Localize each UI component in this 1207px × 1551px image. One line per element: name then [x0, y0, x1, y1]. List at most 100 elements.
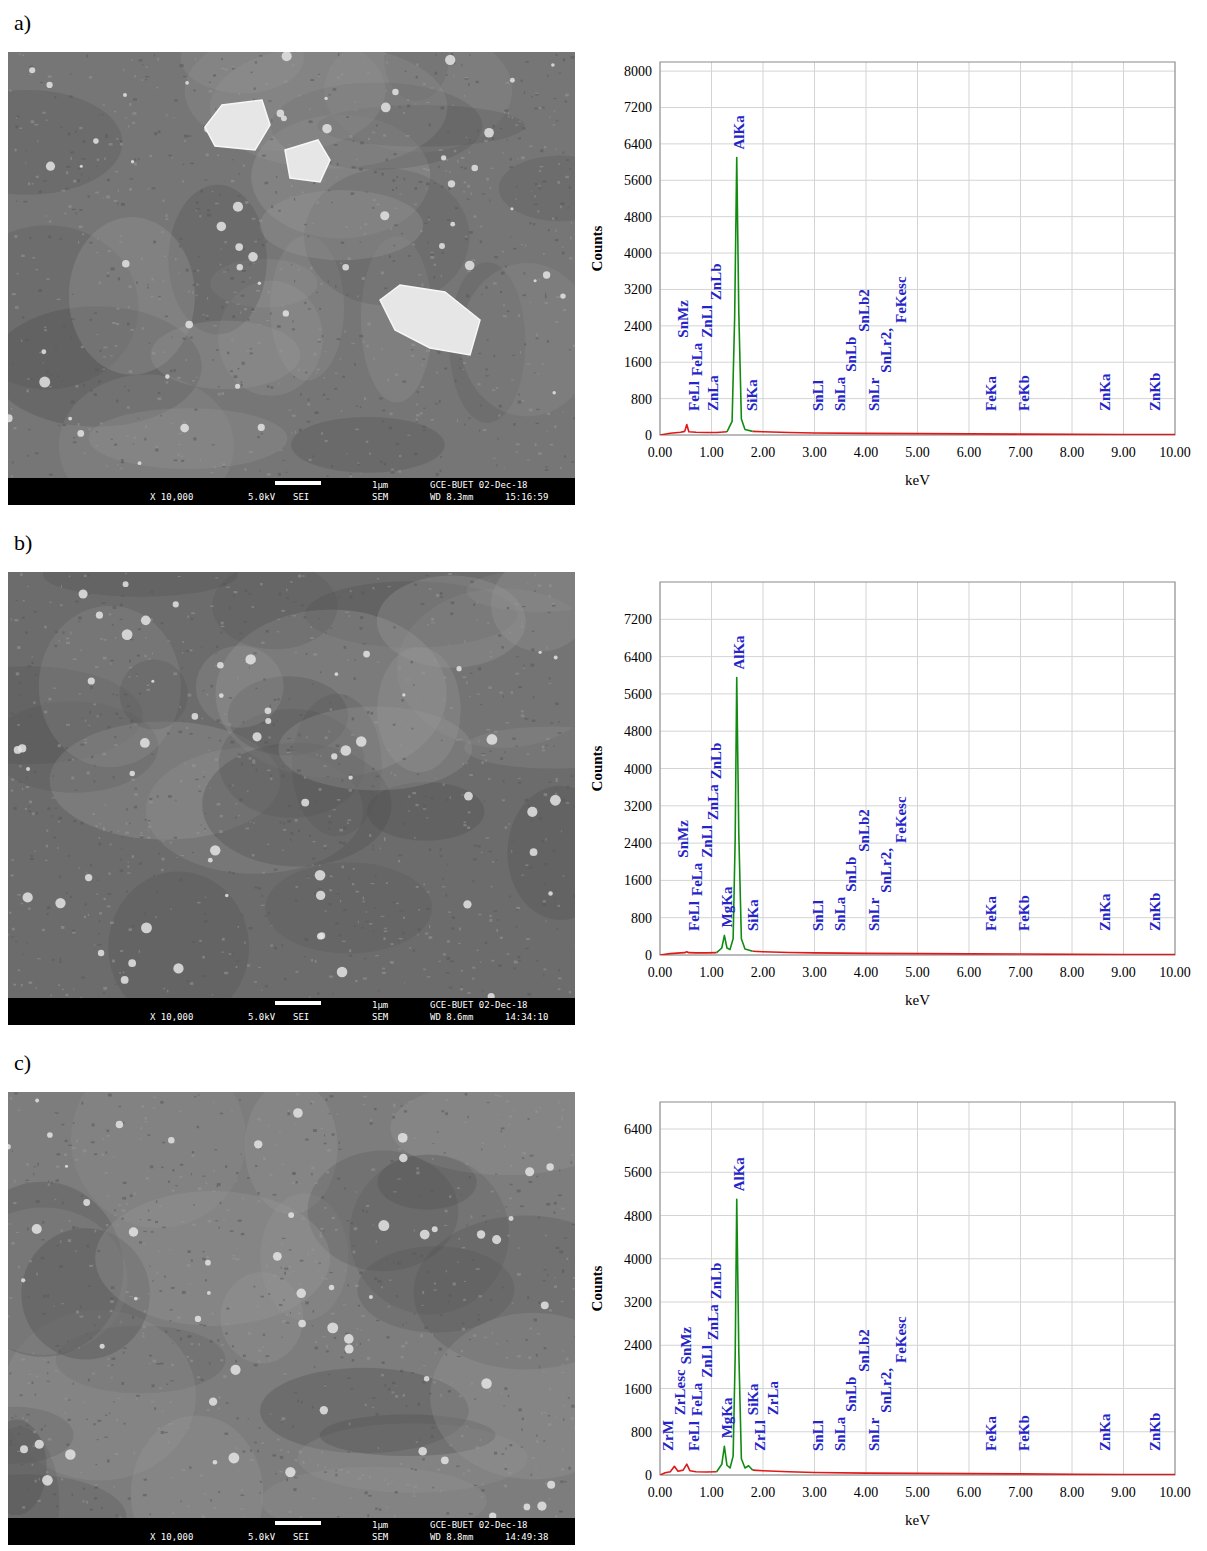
- sem-grain: [330, 708, 332, 710]
- sem-grain: [102, 114, 103, 115]
- sem-grain: [464, 95, 466, 97]
- sem-grain: [429, 925, 430, 928]
- sem-grain: [81, 822, 84, 825]
- sem-grain: [298, 95, 300, 97]
- sem-grain: [377, 662, 380, 663]
- sem-grain: [28, 908, 31, 910]
- sem-grain: [52, 959, 55, 961]
- sem-grain: [450, 960, 454, 962]
- sem-grain: [125, 832, 129, 835]
- sem-grain: [536, 409, 539, 410]
- sem-grain: [123, 972, 125, 973]
- sem-grain: [346, 116, 348, 118]
- sem-grain: [174, 369, 176, 372]
- sem-grain: [446, 972, 450, 973]
- sem-grain: [406, 135, 410, 137]
- sem-grain: [476, 620, 478, 621]
- sem-grain: [435, 403, 438, 404]
- sem-grain: [411, 355, 414, 357]
- sem-grain: [31, 378, 34, 379]
- sem-grain: [128, 390, 130, 392]
- sem-grain: [477, 950, 479, 951]
- sem-grain: [155, 916, 156, 918]
- sem-grain: [152, 652, 153, 654]
- sem-grain: [410, 751, 411, 752]
- sem-grain: [139, 862, 142, 864]
- sem-grain: [129, 285, 132, 288]
- sem-grain: [89, 76, 92, 78]
- sem-grain: [426, 817, 428, 818]
- sem-grain: [357, 295, 359, 297]
- sem-grain: [16, 201, 17, 202]
- sem-grain: [449, 171, 451, 173]
- sem-grain: [31, 662, 34, 664]
- sem-grain: [535, 183, 537, 185]
- sem-grain: [186, 269, 189, 272]
- sem-grain: [222, 463, 225, 466]
- sem-grain: [416, 700, 417, 701]
- sem-grain: [507, 953, 510, 954]
- sem-grain: [96, 893, 98, 894]
- sem-grain: [448, 573, 452, 575]
- sem-grain: [158, 392, 161, 394]
- sem-grain: [49, 220, 52, 222]
- sem-grain: [124, 386, 126, 387]
- sem-grain: [55, 808, 57, 809]
- sem-grain: [104, 805, 107, 806]
- sem-grain: [188, 478, 192, 479]
- sem-grain: [116, 138, 118, 140]
- sem-grain: [490, 187, 491, 189]
- sem-grain: [77, 179, 80, 182]
- sem-grain: [419, 181, 423, 183]
- sem-grain: [450, 707, 453, 709]
- sem-grain: [212, 444, 215, 445]
- sem-grain: [399, 193, 401, 194]
- sem-grain: [533, 696, 534, 698]
- sem-grain: [116, 695, 118, 697]
- sem-grain: [478, 914, 481, 915]
- sem-grain: [498, 634, 501, 637]
- sem-grain: [129, 823, 130, 824]
- sem-grain: [416, 403, 417, 405]
- sem-grain: [539, 817, 542, 820]
- sem-grain: [115, 712, 118, 714]
- sem-grain: [270, 777, 272, 780]
- sem-grain: [333, 809, 336, 810]
- sem-grain: [199, 785, 201, 788]
- sem-grain: [27, 669, 29, 670]
- sem-grain: [411, 728, 413, 730]
- sem-grain: [389, 426, 392, 429]
- sem-particle: [258, 282, 261, 285]
- sem-grain: [261, 895, 263, 897]
- sem-grain: [330, 875, 333, 877]
- sem-grain: [254, 87, 256, 89]
- sem-grain: [573, 417, 575, 419]
- sem-grain: [300, 774, 302, 776]
- sem-grain: [431, 618, 434, 621]
- sem-grain: [119, 972, 121, 973]
- sem-grain: [145, 79, 146, 81]
- sem-grain: [145, 819, 147, 820]
- sem-grain: [284, 978, 287, 980]
- sem-blotch: [499, 155, 575, 221]
- sem-grain: [320, 283, 322, 285]
- sem-grain: [261, 990, 262, 991]
- sem-grain: [48, 75, 52, 77]
- sem-grain: [155, 446, 158, 448]
- sem-grain: [79, 693, 81, 695]
- sem-particle: [488, 993, 495, 998]
- sem-grain: [21, 255, 25, 257]
- sem-grain: [446, 957, 450, 960]
- sem-grain: [243, 248, 245, 250]
- sem-grain: [35, 453, 39, 455]
- sem-grain: [270, 312, 272, 314]
- sem-grain: [138, 158, 139, 160]
- sem-grain: [447, 132, 449, 133]
- sem-grain: [207, 209, 210, 211]
- sem-grain: [436, 594, 439, 597]
- sem-grain: [354, 110, 357, 111]
- sem-grain: [26, 942, 27, 944]
- sem-grain: [473, 215, 476, 217]
- sem-grain: [90, 686, 92, 689]
- sem-grain: [427, 976, 431, 977]
